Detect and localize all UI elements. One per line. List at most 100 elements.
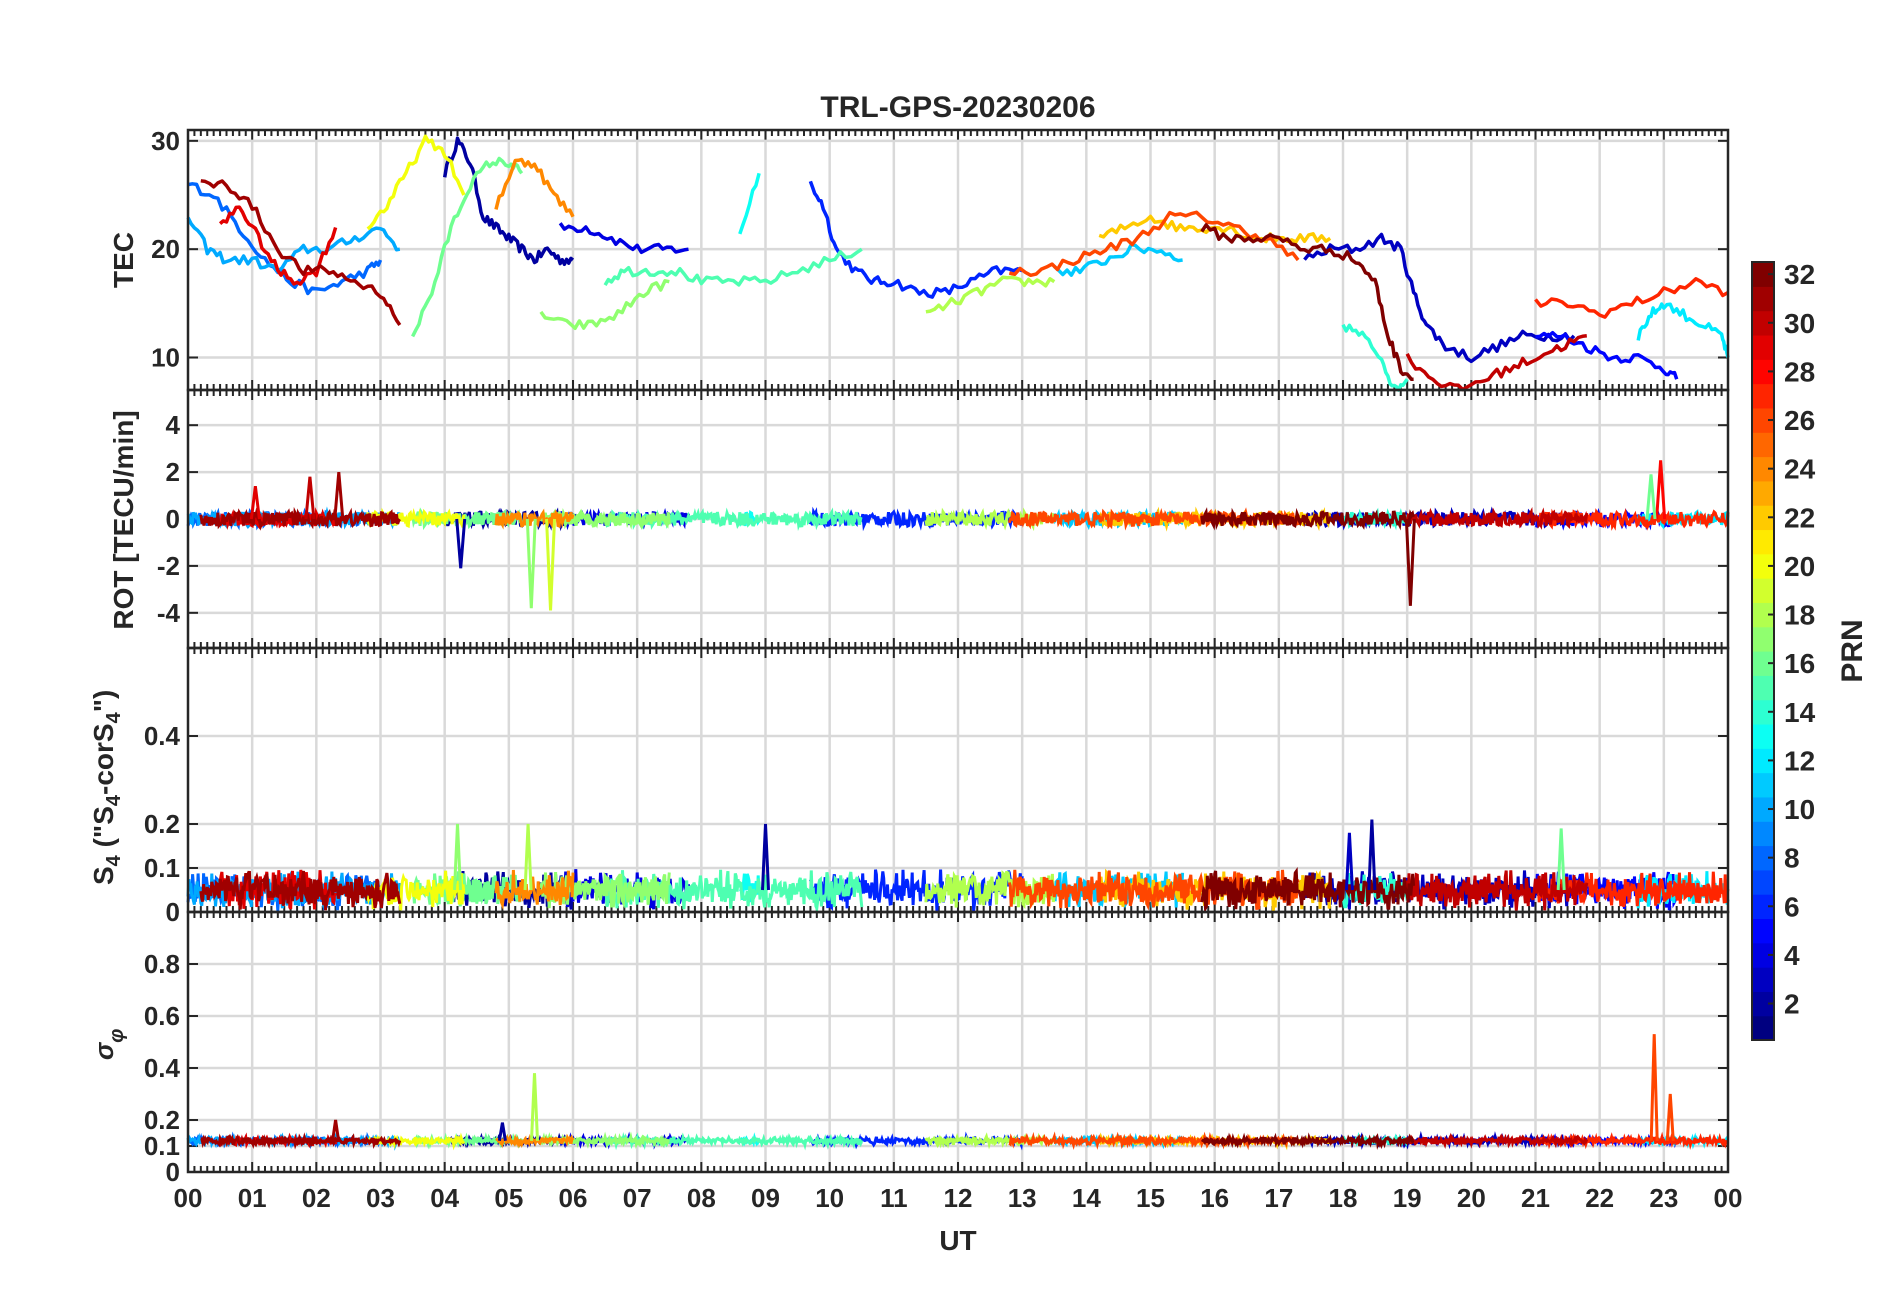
colorbar-segment <box>1752 651 1774 676</box>
colorbar-segment <box>1752 748 1774 774</box>
y-tick-label: 0.2 <box>144 1105 180 1135</box>
colorbar-segment <box>1752 991 1774 1017</box>
s4-spike <box>761 823 770 891</box>
x-tick-label: 00 <box>1714 1183 1743 1213</box>
y-tick-label: 4 <box>166 410 181 440</box>
colorbar-segment <box>1752 505 1774 531</box>
s4-panel: 0 0.1 0.2 0.4 <box>144 646 1730 927</box>
colorbar-tick-label: 28 <box>1784 356 1815 387</box>
colorbar-tick-label: 2 <box>1784 989 1800 1020</box>
x-tick-label: 05 <box>494 1183 523 1213</box>
s4-spike <box>1556 828 1566 891</box>
colorbar-segment <box>1752 1015 1774 1041</box>
rot-series-prn-30 <box>1405 506 1589 530</box>
y-tick-label: 0.4 <box>144 721 181 751</box>
tec-series-prn-20 <box>366 134 466 231</box>
x-tick-label: 12 <box>944 1183 973 1213</box>
colorbar-segment <box>1752 286 1774 312</box>
colorbar-tick-label: 8 <box>1784 843 1800 874</box>
y-tick-label: 2 <box>166 457 180 487</box>
x-tick-label: 07 <box>623 1183 652 1213</box>
colorbar-segment <box>1752 383 1774 409</box>
y-tick-label: 0.6 <box>144 1001 180 1031</box>
colorbar-tick-label: 6 <box>1784 891 1800 922</box>
x-tick-label: 20 <box>1457 1183 1486 1213</box>
tec-series-prn-18 <box>925 275 1056 314</box>
s4-series-prn-30 <box>1405 870 1589 911</box>
tec-series-prn-27 <box>1534 277 1729 319</box>
x-tick-label: 00 <box>174 1183 203 1213</box>
sigma-axes-box <box>186 910 1730 1174</box>
colorbar-segment <box>1752 821 1774 847</box>
x-tick-label: 18 <box>1329 1183 1358 1213</box>
colorbar-segment <box>1752 310 1774 336</box>
rot-spike <box>525 518 537 609</box>
tec-series-prn-3 <box>1303 232 1576 364</box>
colorbar-segment <box>1752 942 1774 968</box>
y-tick-label: -2 <box>157 551 180 581</box>
rot-series-prn-15 <box>604 507 863 531</box>
colorbar-segment <box>1752 407 1774 433</box>
tec-series-prn-30 <box>1405 334 1588 392</box>
tec-series-prn-31 <box>200 179 402 326</box>
sigma-spike <box>331 1119 341 1142</box>
colorbar-tick-label: 32 <box>1784 259 1815 290</box>
y-tick-label: -4 <box>157 598 181 628</box>
rot-series-prn-18 <box>924 507 1056 532</box>
colorbar-segment <box>1752 456 1774 482</box>
colorbar-box <box>1751 261 1775 1041</box>
colorbar-tick-label: 22 <box>1784 502 1815 533</box>
tec-series-prn-29 <box>218 205 338 286</box>
colorbar-segment <box>1752 626 1774 652</box>
x-tick-label: 09 <box>751 1183 780 1213</box>
rot-series-prn-24 <box>494 508 575 530</box>
y-tick-label: 0.8 <box>144 949 180 979</box>
colorbar-tick-label: 24 <box>1784 454 1816 485</box>
x-tick-label: 10 <box>815 1183 844 1213</box>
colorbar-segment <box>1752 796 1774 822</box>
x-tick-label: 11 <box>880 1183 908 1213</box>
rot-spike <box>1645 474 1657 520</box>
colorbar-segment <box>1752 967 1774 992</box>
y-tick-label: 30 <box>151 126 180 156</box>
tec-series-prn-15 <box>603 247 863 287</box>
y-tick-label: 0 <box>166 897 180 927</box>
colorbar-segment <box>1752 262 1774 287</box>
sigma-series-prn-30 <box>1406 1132 1589 1150</box>
x-tick-label: 02 <box>302 1183 331 1213</box>
tec-series-prn-24 <box>494 157 575 218</box>
rot-spike <box>545 518 557 611</box>
x-tick-label: 08 <box>687 1183 716 1213</box>
s4-series-prn-24 <box>494 869 575 910</box>
colorbar-tick-label: 18 <box>1784 600 1815 631</box>
colorbar-segment <box>1752 699 1774 725</box>
y-axis-label-sigma-phi: σφ <box>89 1029 128 1060</box>
sigma-series-prn-32 <box>1200 1132 1415 1151</box>
sigma-series-prn-31 <box>200 1132 402 1150</box>
colorbar-segment <box>1752 723 1774 749</box>
colorbar-segment <box>1752 772 1774 798</box>
colorbar-tick-label: 14 <box>1784 697 1816 728</box>
x-tick-label: 06 <box>559 1183 588 1213</box>
tec-series-prn-2 <box>442 136 575 267</box>
rot-panel: -4 -2 0 2 4 <box>157 388 1730 650</box>
rot-series-prn-26 <box>1007 507 1300 531</box>
colorbar-segment <box>1752 869 1774 895</box>
x-axis-ticks: 00 01 02 03 04 05 06 07 08 09 10 11 12 13 14 15 16 17 18 19… <box>174 1183 1743 1213</box>
x-tick-label: 17 <box>1264 1183 1293 1213</box>
s4-spike <box>453 823 462 891</box>
colorbar-tick-label: 12 <box>1784 745 1815 776</box>
tec-series-prn-8 <box>187 182 383 296</box>
chart-title: TRL-GPS-20230206 <box>820 91 1095 124</box>
s4-series-prn-32 <box>1200 866 1416 914</box>
colorbar-tick-label: 30 <box>1784 308 1815 339</box>
tec-series-prn-11 <box>1053 242 1183 277</box>
tec-series-prn-13 <box>738 172 761 235</box>
x-tick-label: 19 <box>1393 1183 1422 1213</box>
colorbar-segment <box>1752 553 1774 579</box>
colorbar-segment <box>1752 894 1774 920</box>
rot-spike <box>1655 460 1667 520</box>
sigma-spike <box>530 1073 539 1141</box>
